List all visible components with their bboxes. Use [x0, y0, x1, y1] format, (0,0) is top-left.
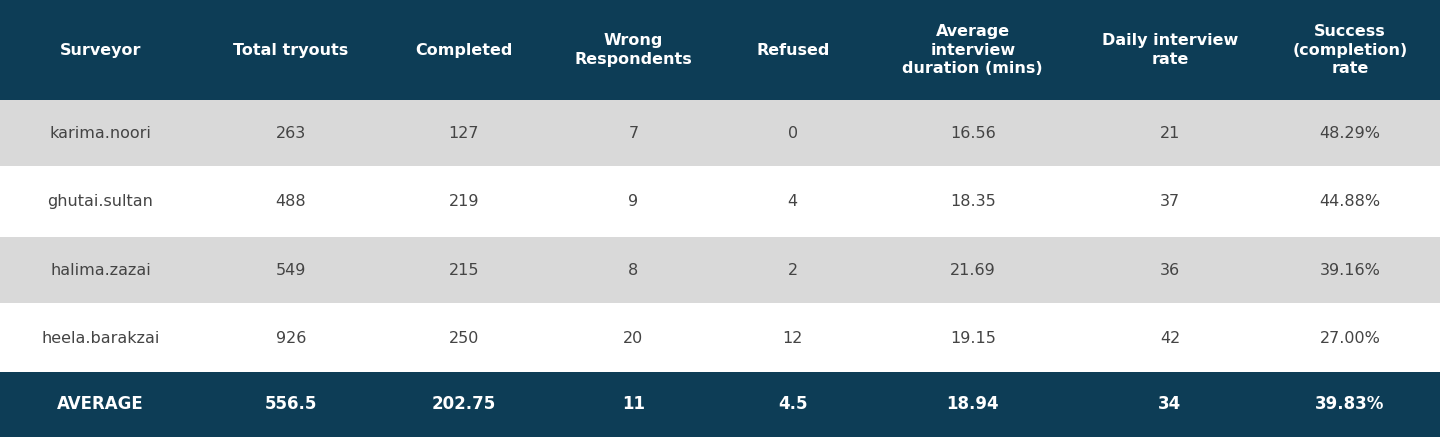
Bar [720, 0, 865, 100]
Text: 11: 11 [622, 395, 645, 413]
Bar [547, 0, 720, 100]
Text: Refused: Refused [756, 42, 829, 58]
Bar [0, 237, 1440, 303]
Text: 34: 34 [1158, 395, 1182, 413]
Text: 8: 8 [628, 263, 638, 278]
Text: 4: 4 [788, 194, 798, 209]
Bar [0, 0, 200, 100]
Text: 44.88%: 44.88% [1319, 194, 1381, 209]
Text: 0: 0 [788, 126, 798, 141]
Bar [0, 0, 1440, 100]
Text: Average
interview
duration (mins): Average interview duration (mins) [903, 24, 1043, 76]
Text: 48.29%: 48.29% [1319, 126, 1381, 141]
Text: Total tryouts: Total tryouts [233, 42, 348, 58]
Bar [0, 305, 1440, 372]
Text: 27.00%: 27.00% [1319, 331, 1381, 346]
Text: 37: 37 [1161, 194, 1179, 209]
Text: 556.5: 556.5 [265, 395, 317, 413]
Text: Success
(completion)
rate: Success (completion) rate [1292, 24, 1408, 76]
Text: 12: 12 [782, 331, 804, 346]
Text: heela.barakzai: heela.barakzai [42, 331, 160, 346]
Text: 488: 488 [275, 194, 307, 209]
Bar [0, 100, 1440, 372]
Text: 21: 21 [1159, 126, 1181, 141]
Text: 36: 36 [1161, 263, 1179, 278]
Text: 926: 926 [275, 331, 305, 346]
Text: 215: 215 [449, 263, 480, 278]
Text: 263: 263 [275, 126, 305, 141]
Text: 19.15: 19.15 [950, 331, 995, 346]
Bar [200, 0, 380, 100]
Text: 4.5: 4.5 [778, 395, 808, 413]
Text: karima.noori: karima.noori [49, 126, 151, 141]
Text: halima.zazai: halima.zazai [50, 263, 151, 278]
Bar [865, 0, 1080, 100]
Text: 39.16%: 39.16% [1319, 263, 1381, 278]
Text: Wrong
Respondents: Wrong Respondents [575, 33, 693, 67]
Text: Surveyor: Surveyor [59, 42, 141, 58]
Bar [1080, 0, 1260, 100]
Text: 20: 20 [624, 331, 644, 346]
Text: 21.69: 21.69 [950, 263, 995, 278]
Text: AVERAGE: AVERAGE [58, 395, 144, 413]
Text: 7: 7 [628, 126, 638, 141]
Text: 2: 2 [788, 263, 798, 278]
Text: 18.35: 18.35 [950, 194, 995, 209]
Bar [1260, 0, 1440, 100]
Bar [0, 100, 1440, 166]
Text: 219: 219 [449, 194, 480, 209]
Text: 9: 9 [628, 194, 638, 209]
Text: 250: 250 [449, 331, 480, 346]
Text: ghutai.sultan: ghutai.sultan [48, 194, 153, 209]
Text: 39.83%: 39.83% [1315, 395, 1385, 413]
Text: 16.56: 16.56 [950, 126, 995, 141]
Text: 18.94: 18.94 [946, 395, 999, 413]
Bar [0, 372, 1440, 437]
Text: 549: 549 [275, 263, 305, 278]
Bar [380, 0, 547, 100]
Text: 202.75: 202.75 [432, 395, 495, 413]
Bar [0, 169, 1440, 235]
Text: 127: 127 [449, 126, 480, 141]
Text: 42: 42 [1159, 331, 1181, 346]
Text: Completed: Completed [415, 42, 513, 58]
Text: Daily interview
rate: Daily interview rate [1102, 33, 1238, 67]
